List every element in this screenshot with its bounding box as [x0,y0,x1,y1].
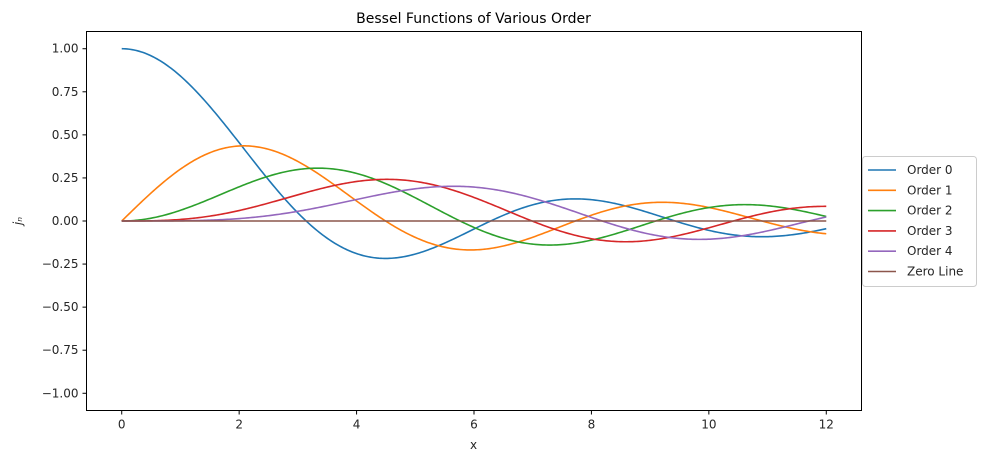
chart-title: Bessel Functions of Various Order [356,11,591,27]
series-layer [121,47,827,260]
y-tick-label: −0.75 [42,343,79,357]
series-line-0 [121,47,827,260]
y-axis: −1.00 −0.75 −0.50 −0.25 0.00 0.25 0.50 0.75 1.00 [42,42,87,400]
legend-label: Order 0 [907,163,953,177]
series-line-4 [121,185,827,241]
x-axis-label: x [470,438,477,452]
legend-label: Zero Line [907,265,963,279]
x-tick-label: 0 [118,418,126,432]
legend: Order 0 Order 1 Order 2 Order 3 Order 4 Zero … [862,156,977,287]
x-tick-label: 8 [588,418,596,432]
y-tick-label: 0.25 [52,171,79,185]
y-tick-label: 1.00 [52,42,79,56]
y-tick-label: 0.75 [52,85,79,99]
legend-label: Order 3 [907,224,953,238]
x-tick-label: 6 [470,418,478,432]
y-tick-label: 0.00 [52,214,79,228]
plot-area [86,31,862,411]
y-tick-label: −0.50 [42,300,79,314]
y-tick-label: −1.00 [42,386,79,400]
x-tick-label: 10 [701,418,716,432]
legend-label: Order 1 [907,183,953,197]
y-axis-label: jₙ [11,217,25,227]
series-line-3 [121,178,827,243]
legend-label: Order 4 [907,244,953,258]
x-tick-label: 4 [353,418,361,432]
y-tick-label: 0.50 [52,128,79,142]
series-line-2 [121,167,827,246]
x-tick-label: 12 [819,418,834,432]
x-axis: 0 2 4 6 8 10 12 [118,410,834,432]
legend-box [862,156,977,287]
x-tick-label: 2 [235,418,243,432]
y-tick-label: −0.25 [42,257,79,271]
legend-label: Order 2 [907,204,953,218]
